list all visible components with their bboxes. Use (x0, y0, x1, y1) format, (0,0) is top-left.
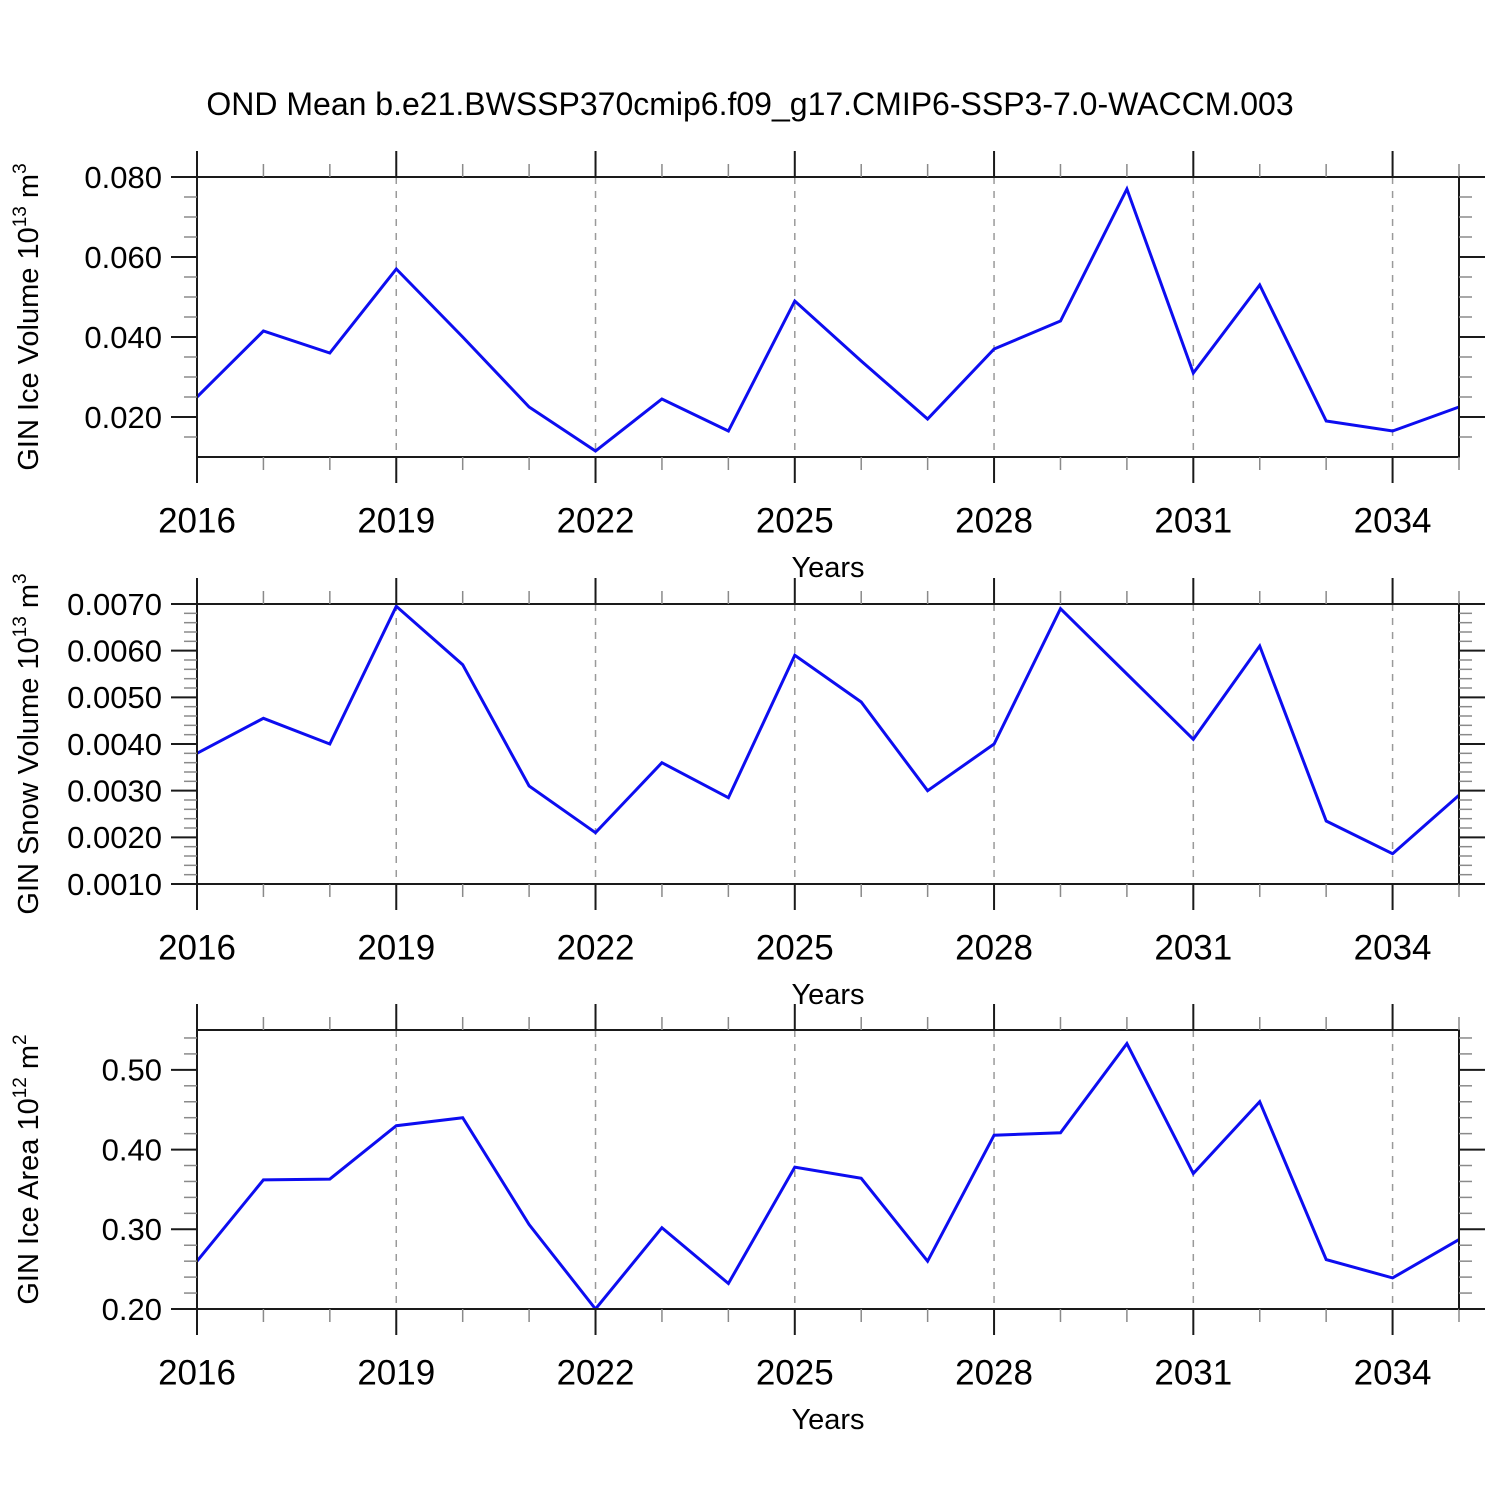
axis-ticks (171, 578, 1485, 910)
axis-ticks (171, 1004, 1485, 1335)
x-tick-labels: 2016 2019 2022 2025 2028 2031 2034 (158, 1353, 1431, 1392)
svg-text:2034: 2034 (1354, 928, 1432, 967)
svg-text:2025: 2025 (756, 501, 834, 540)
svg-text:0.0040: 0.0040 (67, 727, 162, 762)
dashed-gridlines (395, 1030, 1394, 1309)
svg-text:2019: 2019 (357, 928, 435, 967)
svg-text:2019: 2019 (357, 501, 435, 540)
svg-text:2025: 2025 (756, 1353, 834, 1392)
svg-text:0.020: 0.020 (84, 400, 162, 435)
plot-frame (196, 1029, 1460, 1310)
svg-text:0.0020: 0.0020 (67, 820, 162, 855)
dashed-gridlines (395, 177, 1394, 457)
svg-text:2022: 2022 (557, 501, 635, 540)
gin-ice-volume-series-line (195, 185, 1460, 453)
y-tick-labels: 0.020 0.040 0.060 0.080 (84, 160, 162, 435)
svg-text:0.50: 0.50 (102, 1053, 162, 1088)
svg-text:2019: 2019 (357, 1353, 435, 1392)
svg-text:2016: 2016 (158, 1353, 236, 1392)
svg-text:0.20: 0.20 (102, 1292, 162, 1327)
y-tick-labels: 0.0010 0.0020 0.0030 0.0040 0.0050 0.0060 0.00… (67, 587, 162, 902)
svg-text:0.40: 0.40 (102, 1132, 162, 1167)
gin-snow-volume-panel: 0.0010 0.0020 0.0030 0.0040 0.0050 0.0060 0.00… (10, 573, 1485, 1011)
y-axis-title: GIN Snow Volume 1013 m3 (10, 573, 45, 914)
y-axis-title: GIN Ice Volume 1013 m3 (10, 163, 45, 470)
svg-text:2016: 2016 (158, 501, 236, 540)
y-axis-title: GIN Ice Area 1012 m2 (10, 1034, 45, 1304)
svg-text:2022: 2022 (557, 928, 635, 967)
figure-title: OND Mean b.e21.BWSSP370cmip6.f09_g17.CMI… (206, 86, 1294, 122)
y-tick-labels: 0.20 0.30 0.40 0.50 (102, 1053, 162, 1327)
svg-text:2028: 2028 (955, 928, 1033, 967)
x-tick-labels: 2016 2019 2022 2025 2028 2031 2034 (158, 928, 1431, 967)
svg-text:2034: 2034 (1354, 1353, 1432, 1392)
axis-ticks (171, 151, 1485, 483)
gin-ice-area-panel: 0.20 0.30 0.40 0.50 2016 2019 2022 2025 2028 2031… (10, 1004, 1485, 1436)
gin-snow-volume-series-line (196, 603, 1460, 856)
svg-text:2031: 2031 (1154, 501, 1232, 540)
svg-text:2028: 2028 (955, 1353, 1033, 1392)
svg-text:2028: 2028 (955, 501, 1033, 540)
x-axis-title: Years (791, 979, 864, 1011)
svg-text:2022: 2022 (557, 1353, 635, 1392)
svg-text:2016: 2016 (158, 928, 236, 967)
svg-text:2031: 2031 (1154, 928, 1232, 967)
svg-text:0.0050: 0.0050 (67, 680, 162, 715)
svg-text:2034: 2034 (1354, 501, 1432, 540)
x-tick-labels: 2016 2019 2022 2025 2028 2031 2034 (158, 501, 1431, 540)
svg-text:0.0060: 0.0060 (67, 634, 162, 669)
gin-ice-area-series-line (195, 1040, 1460, 1312)
gin-ice-volume-panel: 0.020 0.040 0.060 0.080 2016 2019 2022 2025 2028… (10, 151, 1485, 584)
x-axis-title: Years (791, 552, 864, 584)
svg-text:0.040: 0.040 (84, 320, 162, 355)
svg-text:0.080: 0.080 (84, 160, 162, 195)
svg-text:2031: 2031 (1154, 1353, 1232, 1392)
svg-text:0.0030: 0.0030 (67, 774, 162, 809)
svg-text:0.0070: 0.0070 (67, 587, 162, 622)
svg-text:0.30: 0.30 (102, 1212, 162, 1247)
x-axis-title: Years (791, 1404, 864, 1436)
svg-text:2025: 2025 (756, 928, 834, 967)
svg-text:0.060: 0.060 (84, 240, 162, 275)
svg-text:0.0010: 0.0010 (67, 867, 162, 902)
